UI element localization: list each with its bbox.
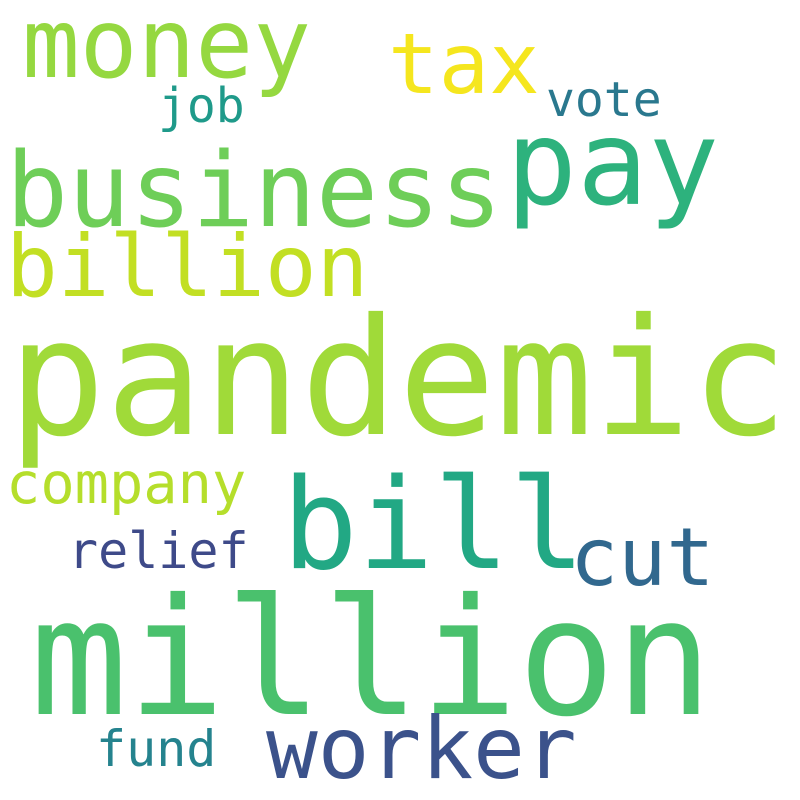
word-fund: fund [96,720,217,778]
word-billion: billion [6,217,369,317]
word-tax: tax [388,15,540,113]
word-bill: bill [282,451,586,598]
word-company: company [6,451,247,517]
word-vote: vote [546,72,662,128]
word-job: job [158,78,245,134]
word-relief: relief [68,522,249,580]
word-pay: pay [506,94,720,232]
word-million: million [30,565,713,753]
word-business: business [6,131,503,251]
word-cut: cut [570,511,715,604]
word-worker: worker [266,699,577,799]
word-pandemic: pandemic [8,285,789,473]
word-money: money [22,0,311,100]
